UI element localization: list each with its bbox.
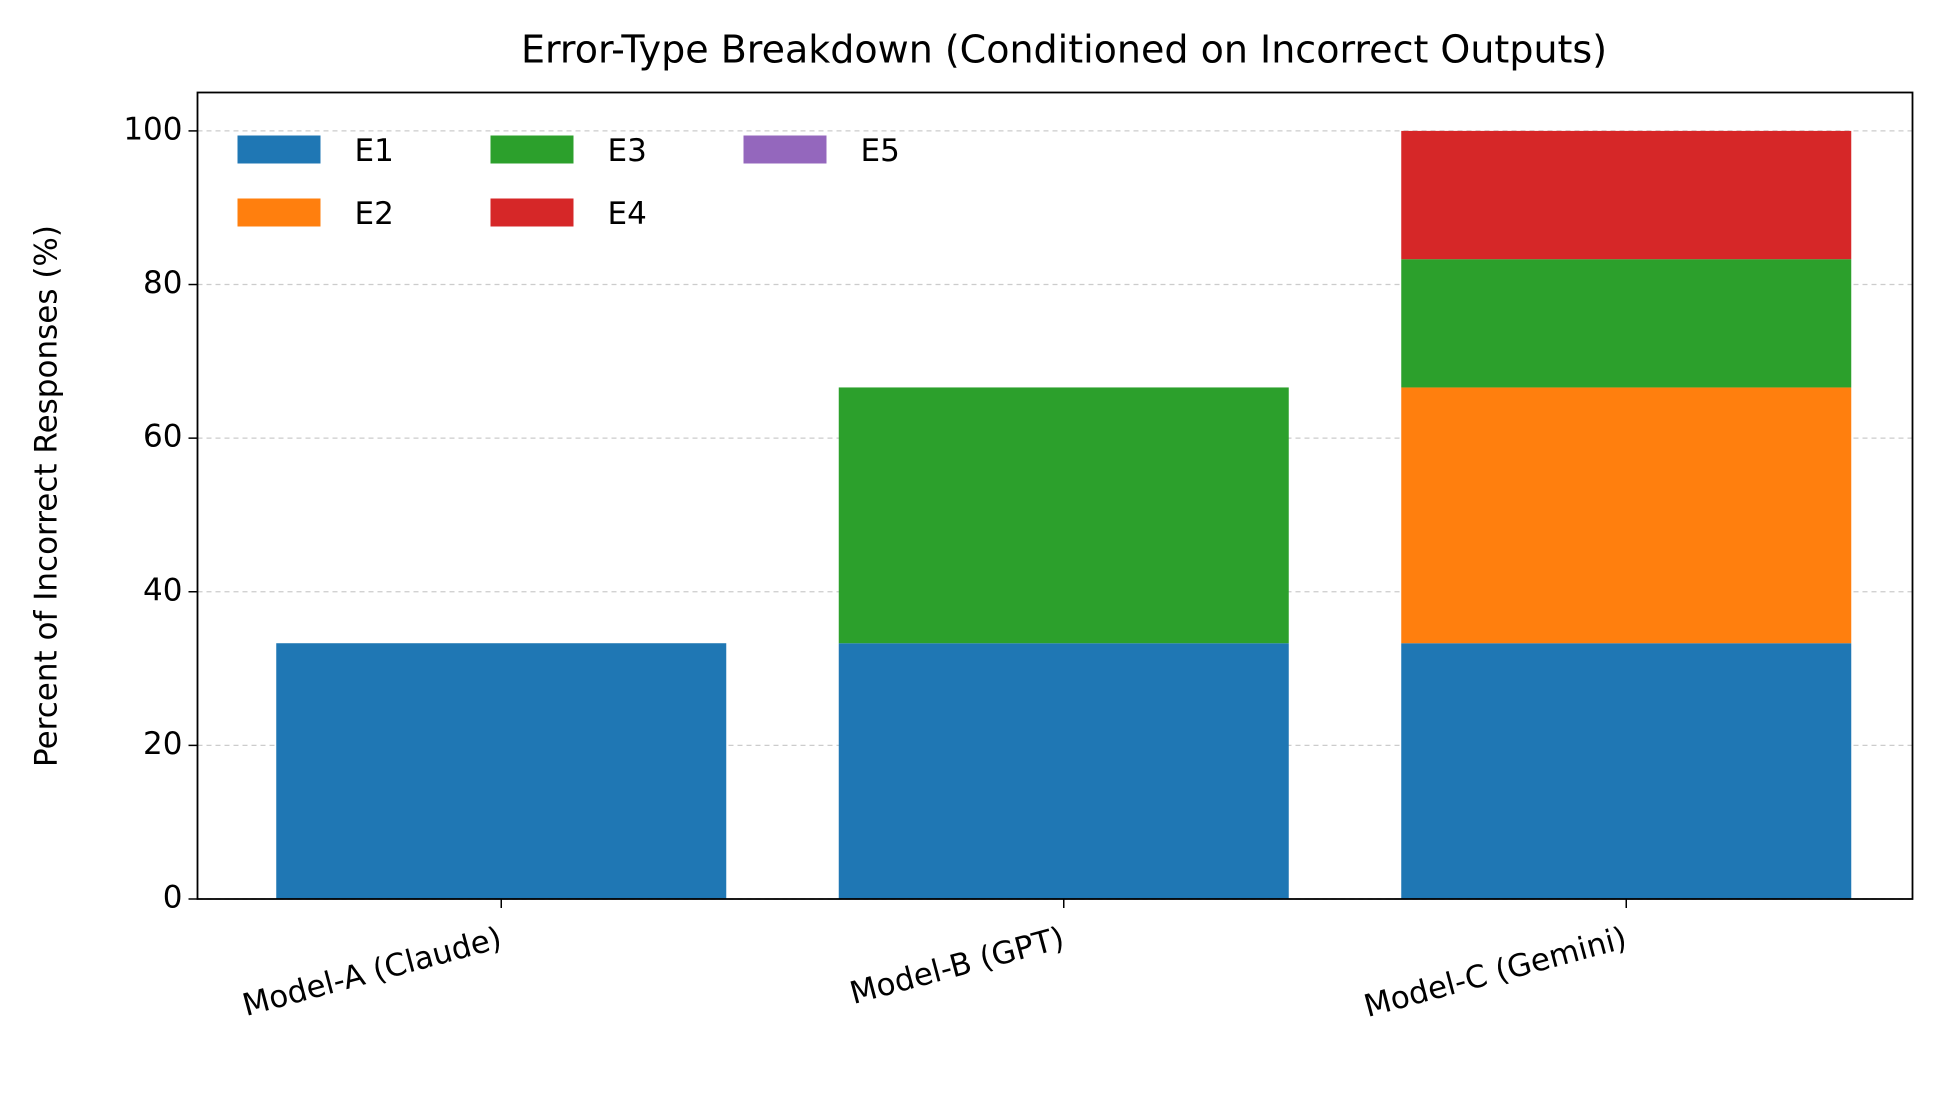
y-tick-label: 60: [143, 419, 182, 455]
chart-title: Error-Type Breakdown (Conditioned on Inc…: [521, 28, 1607, 72]
bar-segment: [1401, 387, 1852, 644]
bar-segment: [276, 643, 727, 899]
legend-swatch: [490, 198, 574, 227]
legend-swatch: [743, 135, 827, 164]
x-tick-label: Model-A (Claude): [239, 920, 506, 1024]
bar-segment: [1401, 130, 1852, 260]
y-tick-label: 40: [143, 572, 182, 608]
bar-segment: [1401, 643, 1852, 899]
y-tick-label: 100: [123, 111, 182, 147]
y-tick-label: 0: [163, 880, 183, 916]
plot-frame: [196, 91, 1914, 900]
legend-label: E3: [608, 133, 647, 169]
x-tick-label: Model-B (GPT): [846, 920, 1068, 1012]
y-tick-label: 80: [143, 265, 182, 301]
legend-label: E2: [355, 196, 394, 232]
x-tick-label: Model-C (Gemini): [1360, 920, 1630, 1025]
legend-swatch: [237, 198, 321, 227]
legend-swatch: [237, 135, 321, 164]
legend-label: E5: [861, 133, 900, 169]
bar-segment: [838, 387, 1289, 644]
bar-segment: [838, 643, 1289, 899]
bar-segment: [1401, 259, 1852, 388]
legend-label: E1: [355, 133, 394, 169]
legend-label: E4: [608, 196, 647, 232]
legend-swatch: [490, 135, 574, 164]
y-tick-label: 20: [143, 726, 182, 762]
y-axis-label: Percent of Incorrect Responses (%): [29, 225, 65, 767]
